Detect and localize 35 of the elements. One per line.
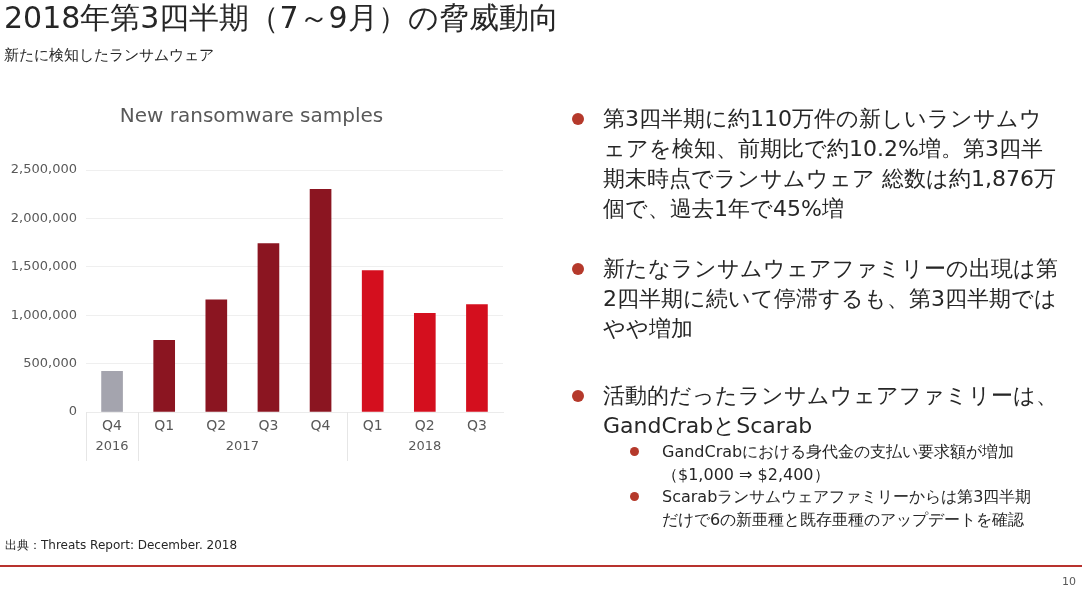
x-tick-label: Q4 [310, 417, 331, 434]
y-tick-label: 0 [68, 403, 77, 419]
bar [153, 340, 176, 412]
source-note: 出典：Threats Report: December. 2018 [5, 537, 238, 553]
bar [101, 371, 123, 412]
text: 2016 [95, 438, 129, 454]
x-tick-label: Q4 [102, 417, 123, 434]
bar [361, 270, 384, 412]
text: 第3四半期に約110万件の新しいランサムウェアを検知、前期比で約10.2%増。第3四半期末時点でランサムウェア 総数は約1,876万個で、過去1年で45%増 [603, 105, 1057, 223]
text: 新たに検知したランサムウェア [4, 45, 214, 65]
y-tick-label: 2,000,000 [10, 209, 77, 225]
y-tick-label: 1,000,000 [10, 306, 77, 322]
bar [205, 299, 228, 412]
x-tick-label: Q1 [154, 417, 175, 434]
x-tick-label: Q3 [466, 417, 487, 434]
bar [257, 243, 280, 412]
text: GandCrabにおける身代金の支払い要求額が増加（$1,000 ⇒ $2,400） [662, 441, 1016, 486]
x-tick-label: Q3 [258, 417, 279, 434]
text: 活動的だったランサムウェアファミリーは、GandCrabとScarab [603, 382, 1058, 440]
text: 10 [1062, 575, 1076, 589]
y-tick-label: 1,500,000 [10, 258, 77, 274]
x-tick-label: Q2 [206, 417, 227, 434]
bar [466, 304, 488, 412]
x-tick-label: Q2 [414, 417, 435, 434]
text: Scarabランサムウェアファミリーからは第3四半期だけで6の新亜種と既存亜種のアップデートを確認 [662, 486, 1033, 531]
text: 新たなランサムウェアファミリーの出現は第2四半期に続いて停滞するも、第3四半期ではやや増加 [603, 255, 1058, 343]
y-tick-label: 2,500,000 [10, 161, 77, 177]
chart-title: New ransomware samples [119, 103, 384, 128]
text: 2017 [225, 438, 259, 454]
bar [309, 189, 332, 412]
text: 2018年第3四半期（7～9月）の脅威動向 [4, 0, 559, 36]
text: 2018 [408, 438, 442, 454]
x-tick-label: Q1 [362, 417, 383, 434]
bar [413, 312, 436, 412]
y-tick-label: 500,000 [23, 354, 77, 370]
